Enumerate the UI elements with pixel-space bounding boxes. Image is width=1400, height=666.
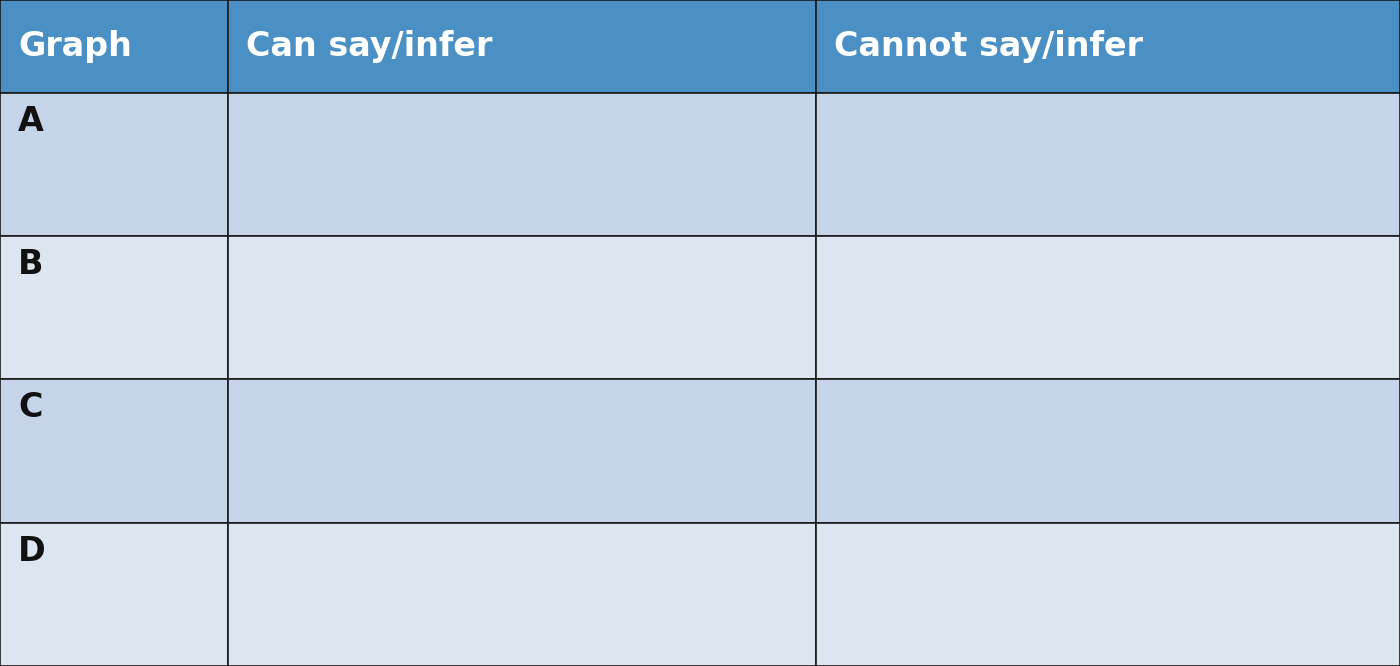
Bar: [816, 0, 1400, 93]
Bar: [228, 93, 816, 236]
Bar: [816, 523, 1400, 666]
Bar: [0, 380, 228, 523]
Bar: [816, 93, 1400, 236]
Text: Cannot say/infer: Cannot say/infer: [834, 30, 1144, 63]
Text: A: A: [18, 105, 43, 138]
Text: B: B: [18, 248, 43, 281]
Text: D: D: [18, 535, 46, 567]
Bar: [0, 0, 228, 93]
Text: C: C: [18, 392, 43, 424]
Bar: [0, 236, 228, 380]
Bar: [228, 380, 816, 523]
Bar: [228, 0, 816, 93]
Bar: [816, 380, 1400, 523]
Bar: [228, 236, 816, 380]
Bar: [816, 236, 1400, 380]
Bar: [0, 523, 228, 666]
Text: Graph: Graph: [18, 30, 132, 63]
Text: Can say/infer: Can say/infer: [246, 30, 493, 63]
Bar: [228, 523, 816, 666]
Bar: [0, 93, 228, 236]
